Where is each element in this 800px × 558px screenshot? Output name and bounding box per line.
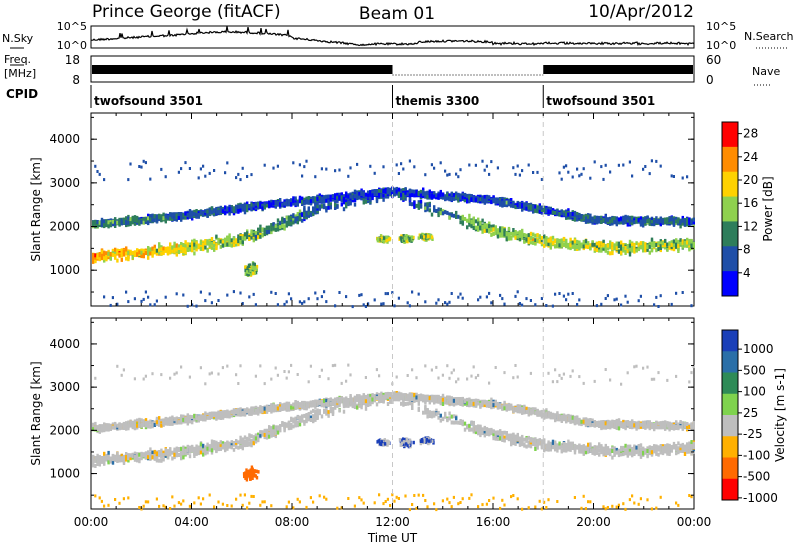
y-tick-label: 4000 [49,337,80,351]
colorbar-segment [722,271,738,296]
colorbar-tick-label: 16 [743,196,758,210]
y-tick-label: 2000 [49,220,80,234]
cpid-segment-label: twofsound 3501 [94,94,203,108]
colorbar-segment [722,479,738,501]
colorbar-tick-label: 20 [743,173,758,187]
freq-label: Freq. [4,53,31,66]
colorbar-segment [722,197,738,222]
cpid-segment-label: themis 3300 [396,94,480,108]
colorbar-tick-label: 25 [743,406,758,420]
colorbar-tick-label: -500 [743,470,770,484]
x-tick-label: 00:00 [74,515,109,529]
y-tick-label: 4000 [49,132,80,146]
colorbar-tick-label: 24 [743,150,758,164]
nsky-label: N.Sky [2,32,34,45]
nave-label: Nave [752,65,780,78]
freq-band-twofsound-1 [92,65,393,74]
y-tick-label: 3000 [49,176,80,190]
y-tick-label: 2000 [49,423,80,437]
colorbar-segment [722,221,738,246]
x-axis-label: Time UT [367,531,418,545]
freq-bottom-tick: 8 [72,73,80,87]
cpid-label: CPID [6,87,38,101]
x-tick-label: 20:00 [576,515,611,529]
colorbar-segment [722,330,738,352]
colorbar-tick-label: 28 [743,127,758,141]
colorbar-tick-label: 12 [743,219,758,233]
beam-label: Beam 01 [359,4,435,24]
x-tick-label: 12:00 [375,515,410,529]
nave-top-tick: 60 [706,53,721,67]
colorbar-segment [722,351,738,373]
colorbar-segment [722,246,738,271]
power-panel: 1000 2000 3000 4000 Slant Range [km] [29,113,695,308]
y-tick-label: 1000 [49,263,80,277]
colorbar-tick-label: -1000 [743,491,778,505]
x-tick-label: 00:00 [677,515,712,529]
colorbar-label: Power [dB] [761,176,775,241]
nsearch-label: N.Search [744,30,794,43]
nsky-left-top: 10^5 [57,20,87,33]
colorbar-segment [722,394,738,416]
colorbar-segment [722,147,738,172]
freq-band-twofsound-2 [543,65,693,74]
x-tick-label: 04:00 [174,515,209,529]
colorbar-segment [722,122,738,147]
colorbar-segment [722,172,738,197]
colorbar-label: Velocity [m s-1] [773,368,787,462]
x-tick-label: 08:00 [275,515,310,529]
nsky-frame [91,26,694,48]
colorbar-tick-label: 1000 [743,342,774,356]
date-label: 10/Apr/2012 [588,2,694,22]
nsky-right-bottom: 10^0 [706,39,736,52]
freq-top-tick: 18 [65,53,80,67]
y-axis-label: Slant Range [km] [29,361,43,465]
y-axis-label: Slant Range [km] [29,157,43,261]
x-tick-label: 16:00 [476,515,511,529]
velocity-panel: 1000 2000 3000 4000 Slant Range [km] [29,318,695,511]
nave-bottom-tick: 0 [706,73,714,87]
colorbar-tick-label: -100 [743,448,770,462]
colorbar-segment [722,458,738,480]
colorbar-tick-label: -25 [743,427,763,441]
colorbar-segment [722,373,738,395]
colorbar-segment [722,415,738,437]
nsky-left-bottom: 10^0 [57,39,87,52]
nsky-right-top: 10^5 [706,20,736,33]
station-title: Prince George (fitACF) [92,2,281,22]
y-tick-label: 1000 [49,467,80,481]
colorbar-tick-label: 4 [743,266,751,280]
colorbar-tick-label: 100 [743,385,766,399]
power-colorbar: 4 8 12 16 20 24 28 Power [dB] [722,122,775,297]
colorbar-tick-label: 8 [743,243,751,257]
y-tick-label: 3000 [49,380,80,394]
nsky-trace [91,26,694,45]
freq-unit-label: [MHz] [4,67,36,80]
cpid-segment-label: twofsound 3501 [546,94,655,108]
colorbar-tick-label: 500 [743,363,766,377]
colorbar-segment [722,436,738,458]
velocity-colorbar: 1000 500 100 25 -25 -100 -500 -1000 Velocity [m … [722,330,787,505]
